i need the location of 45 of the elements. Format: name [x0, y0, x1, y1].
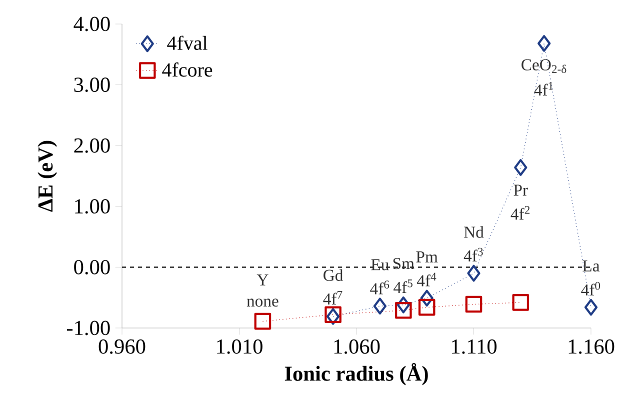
point [467, 264, 480, 282]
annotation: 4f$^{3}$ [464, 248, 483, 262]
y-tick-label: -1.00 [66, 320, 110, 336]
annotation: 4f$^{2}$ [510, 206, 530, 220]
annotation: Eu [371, 259, 389, 270]
legend-label: 4fval [167, 36, 208, 50]
x-tick-label: 1.060 [334, 339, 380, 354]
x-tick-label: 1.160 [568, 339, 614, 354]
annotation: none [246, 298, 278, 307]
annotation: La [582, 260, 600, 272]
point [373, 298, 387, 315]
annotation: 4f$^{7}$ [323, 291, 342, 304]
annotation: 4f$^{0}$ [581, 282, 600, 296]
y-tick-label: 3.00 [74, 78, 110, 92]
point [465, 296, 482, 313]
point [514, 159, 528, 176]
point [396, 296, 410, 314]
point [512, 294, 530, 311]
x-axis-title: Ionic radius (Å) [284, 363, 428, 386]
x-tick-label: 0.960 [98, 339, 146, 354]
annotation: 4f$^{4}$ [416, 272, 436, 286]
y-tick-label: 2.00 [74, 138, 110, 153]
point [420, 290, 434, 307]
y-tick-label: 1.00 [75, 199, 110, 214]
annotation: 4f$^{6}$ [370, 280, 390, 294]
legend-label: 4fcore [162, 62, 212, 77]
annotation: CeO$_{2-δ}$ [522, 59, 566, 74]
point [584, 298, 598, 316]
annotation: Nd [464, 226, 484, 238]
annotation: Y [256, 274, 268, 286]
point [254, 312, 272, 330]
y-tick-label: 0.00 [74, 260, 110, 274]
annotation: Pr [514, 184, 528, 196]
annotation: 4f$^{1}$ [534, 82, 553, 96]
x-tick-label: 1.110 [452, 339, 497, 354]
y-tick-label: 4.00 [74, 16, 110, 32]
point [394, 302, 412, 319]
point [418, 298, 436, 316]
annotation: Gd [324, 269, 344, 281]
y-axis-title: ΔE (eV) [38, 140, 58, 212]
point [538, 35, 551, 52]
annotation: Pm [416, 251, 438, 262]
annotation: Sm [393, 258, 414, 270]
annotation: 4f$^{5}$ [394, 280, 412, 293]
x-tick-label: 1.010 [217, 339, 262, 354]
